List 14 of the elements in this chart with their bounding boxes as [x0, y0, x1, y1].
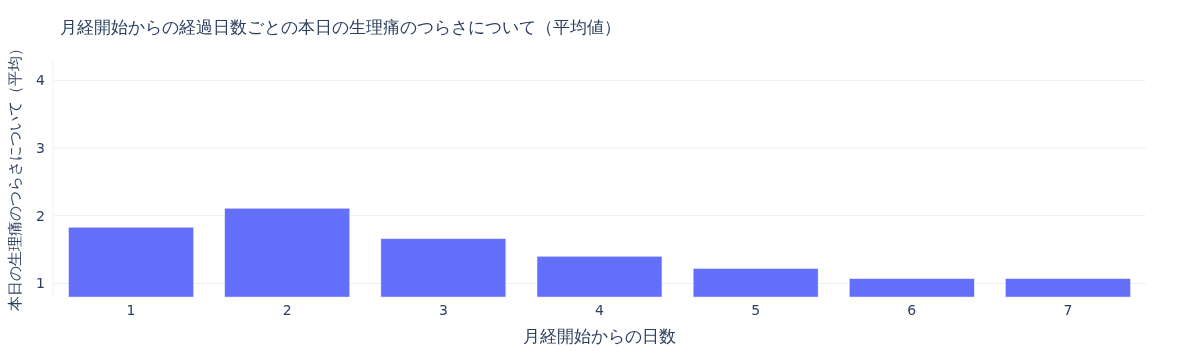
x-tick-label: 4	[595, 302, 605, 318]
chart-title: 月経開始からの経過日数ごとの本日の生理痛のつらさについて（平均値）	[60, 17, 621, 37]
y-tick-label: 4	[36, 72, 46, 89]
y-tick-label: 2	[36, 207, 45, 224]
x-tick-label: 7	[1063, 302, 1073, 318]
x-tick-label: 1	[126, 302, 136, 318]
x-tick-label: 6	[907, 302, 917, 318]
y-tick-label: 1	[36, 275, 45, 292]
y-tick-label: 3	[36, 140, 45, 157]
x-tick-label: 3	[438, 302, 448, 318]
x-axis-title: 月経開始からの日数	[523, 326, 676, 346]
y-axis-title: 本日の生理痛のつらさについて（平均）	[6, 40, 24, 311]
x-tick-label: 2	[282, 302, 292, 318]
x-tick-label: 5	[751, 302, 761, 318]
